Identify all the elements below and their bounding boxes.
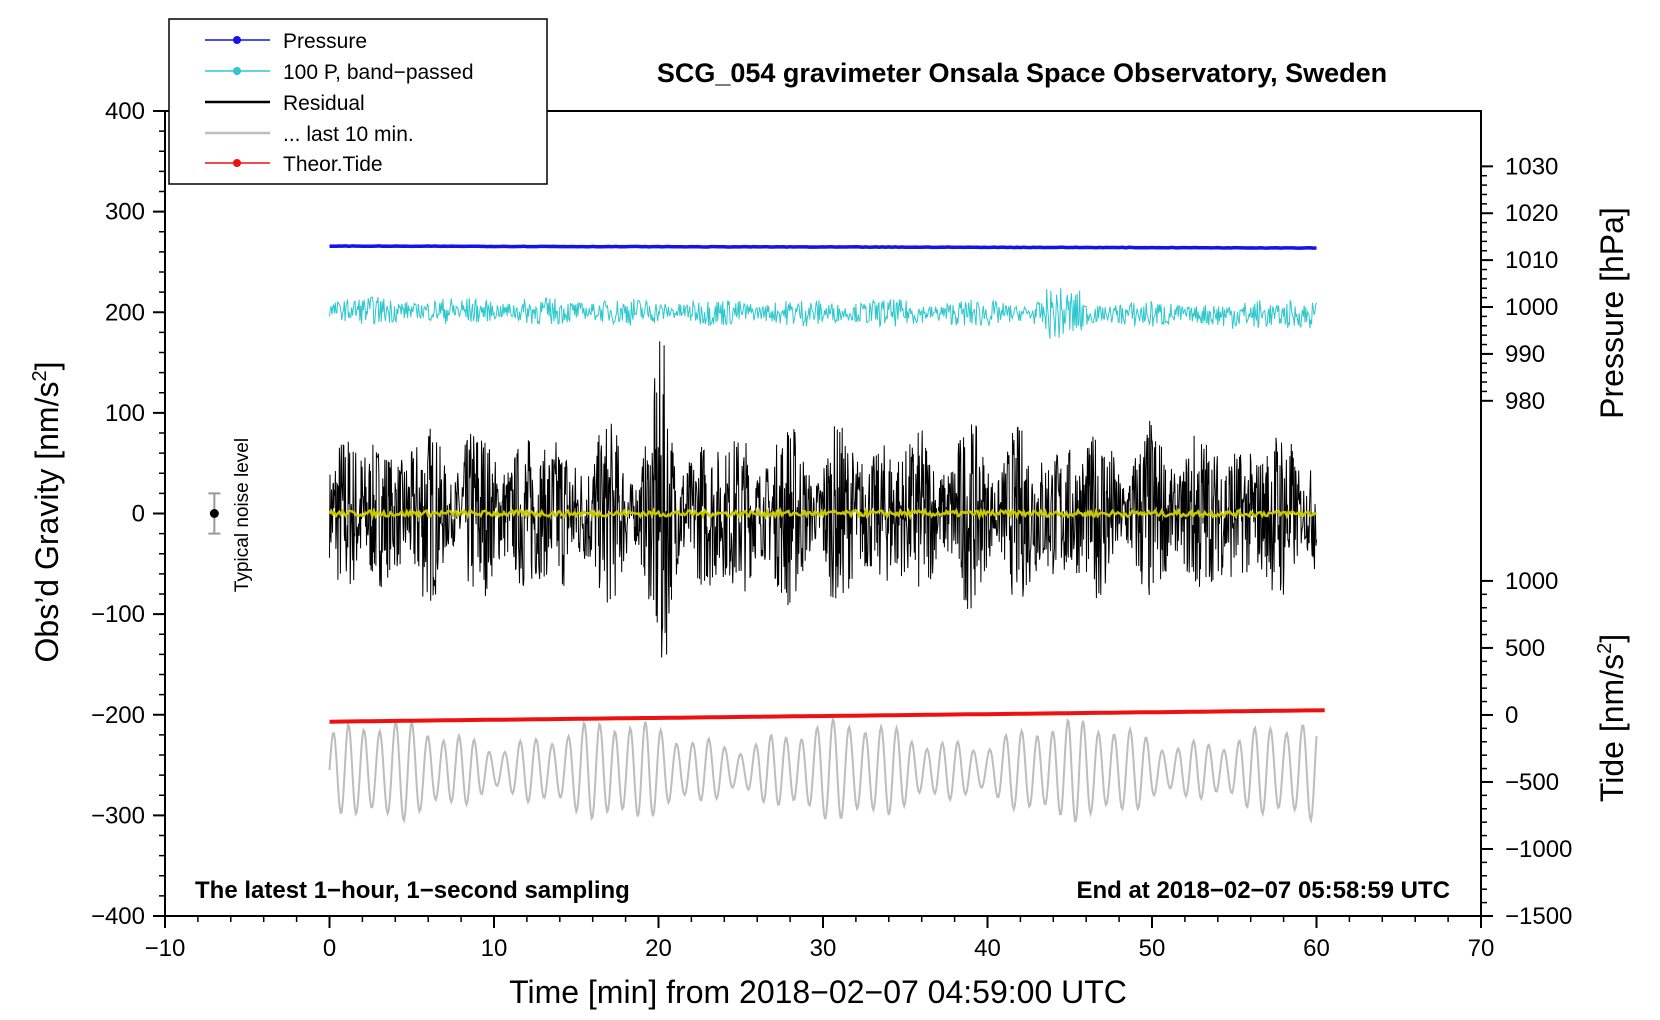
tide-series-line xyxy=(329,708,1325,724)
tide-tick-label: −500 xyxy=(1505,769,1559,796)
end-time-note: End at 2018−02−07 05:58:59 UTC xyxy=(1076,877,1450,904)
ticks-layer: −10 0 10 20 30 40 50 60 704003002001000−100−200−… xyxy=(91,98,1572,962)
series-layer xyxy=(328,244,1325,824)
legend-marker-tide xyxy=(233,159,241,167)
noise-center-dot xyxy=(209,509,219,518)
y-tick-label: 300 xyxy=(105,199,145,226)
x-tick-label: 20 xyxy=(645,935,672,962)
pressure-tick-label: 990 xyxy=(1505,341,1545,368)
x-tick-label: 60 xyxy=(1303,935,1330,962)
tide-tick-label: −1500 xyxy=(1505,903,1572,930)
pressure-tick-label: 1010 xyxy=(1505,247,1558,274)
legend-label-last10: ... last 10 min. xyxy=(283,123,414,146)
y-tick-label: 200 xyxy=(105,299,145,326)
y-axis-label-pressure: Pressure [hPa] xyxy=(1594,207,1630,419)
pressure-tick-label: 980 xyxy=(1505,388,1545,415)
x-tick-label: 40 xyxy=(974,935,1001,962)
y-tick-label: 0 xyxy=(132,501,145,528)
y-tick-label: −400 xyxy=(91,903,145,930)
legend-marker-pressure xyxy=(233,36,241,44)
x-tick-label: 70 xyxy=(1468,935,1495,962)
x-tick-label: 0 xyxy=(323,935,336,962)
legend-label-residual: Residual xyxy=(283,92,365,115)
y-tick-label: −200 xyxy=(91,702,145,729)
x-tick-label: 50 xyxy=(1139,935,1166,962)
tide-tick-label: −1000 xyxy=(1505,836,1572,863)
x-tick-label: 10 xyxy=(481,935,508,962)
pressure-tick-label: 1020 xyxy=(1505,200,1558,227)
tide-tick-label: 0 xyxy=(1505,702,1518,729)
pressure-tick-label: 1030 xyxy=(1505,153,1558,180)
x-tick-label: 30 xyxy=(810,935,837,962)
chart-title: SCG_054 gravimeter Onsala Space Observat… xyxy=(657,58,1387,88)
y-tick-label: 100 xyxy=(105,400,145,427)
tide-tick-label: 500 xyxy=(1505,635,1545,662)
legend-label-pressure: Pressure xyxy=(283,30,367,53)
y-axis-label-tide: Tide [nm/s2] xyxy=(1594,634,1630,802)
y-axis-label-left: Obs’d Gravity [nm/s2] xyxy=(29,362,65,663)
tide-tick-label: 1000 xyxy=(1505,568,1558,595)
y-tick-label: −100 xyxy=(91,601,145,628)
legend-marker-bandpassed xyxy=(233,67,241,75)
noise-level-indicator xyxy=(208,492,221,535)
pressure-series-line xyxy=(329,244,1317,250)
noise-level-label: Typical noise level xyxy=(232,438,253,592)
legend-label-tide: Theor.Tide xyxy=(283,153,383,176)
residual-series-line xyxy=(329,341,1317,658)
legend-label-bandpassed: 100 P, band−passed xyxy=(283,61,474,84)
last10-series-line xyxy=(328,715,1318,824)
y-tick-label: 400 xyxy=(105,98,145,125)
bandpassed-series-line xyxy=(329,287,1317,339)
y-tick-label: −300 xyxy=(91,802,145,829)
sampling-note: The latest 1−hour, 1−second sampling xyxy=(195,877,630,904)
x-axis-label: Time [min] from 2018−02−07 04:59:00 UTC xyxy=(509,974,1127,1010)
smoothed-residual-line xyxy=(328,506,1317,521)
legend: Pressure 100 P, band−passed Residual ...… xyxy=(168,18,548,185)
x-tick-label: −10 xyxy=(145,935,186,962)
pressure-tick-label: 1000 xyxy=(1505,294,1558,321)
